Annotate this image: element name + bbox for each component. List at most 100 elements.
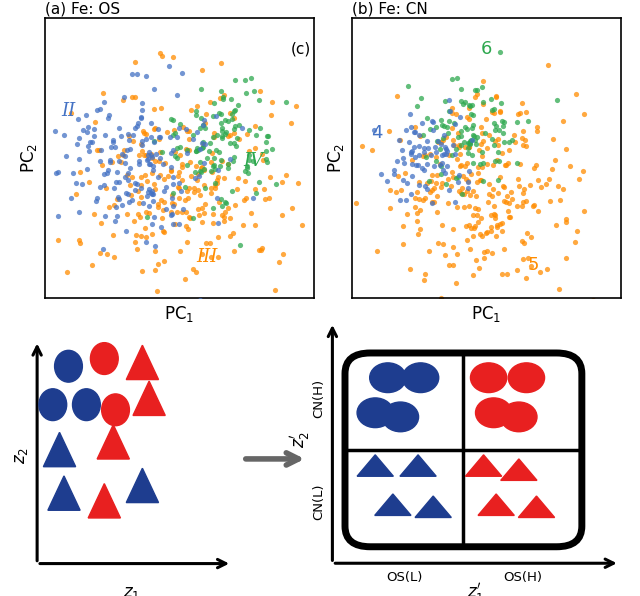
Point xyxy=(197,162,207,172)
Point xyxy=(170,147,180,156)
Point xyxy=(462,187,472,196)
Point xyxy=(414,194,424,204)
Point xyxy=(561,145,572,154)
Point xyxy=(440,142,450,152)
Point xyxy=(52,167,63,177)
Point xyxy=(102,167,112,177)
Point xyxy=(161,182,171,192)
Point xyxy=(464,114,474,123)
Point xyxy=(228,157,239,166)
Point xyxy=(438,166,449,175)
Point xyxy=(468,223,479,232)
Point xyxy=(472,162,483,172)
Point xyxy=(109,200,119,210)
Point xyxy=(478,136,488,145)
Point xyxy=(77,126,88,135)
Point xyxy=(239,195,249,205)
Point xyxy=(65,193,76,203)
Point xyxy=(429,197,439,207)
Point xyxy=(191,176,202,185)
Point xyxy=(82,127,92,136)
Point xyxy=(214,161,225,170)
Point xyxy=(249,86,259,96)
Point xyxy=(424,149,435,159)
Text: 5: 5 xyxy=(527,256,539,274)
Point xyxy=(257,243,268,252)
Point xyxy=(225,154,236,163)
Point xyxy=(419,147,429,157)
Point xyxy=(468,130,478,139)
Point xyxy=(406,159,417,169)
Point xyxy=(504,212,515,221)
Point xyxy=(200,118,211,128)
Point xyxy=(242,129,252,139)
Point xyxy=(212,130,222,139)
Point xyxy=(218,94,228,104)
Point xyxy=(235,241,245,250)
Point xyxy=(103,113,113,123)
Point xyxy=(53,235,63,245)
Point xyxy=(411,160,421,170)
Point xyxy=(476,139,486,149)
Point xyxy=(120,172,130,181)
Point xyxy=(443,128,453,137)
Point xyxy=(109,142,120,152)
Point xyxy=(140,170,150,179)
Point xyxy=(291,101,301,110)
Point xyxy=(431,152,441,162)
Point xyxy=(88,209,99,219)
Point xyxy=(492,222,502,232)
Point xyxy=(202,153,212,163)
Point xyxy=(217,126,227,136)
Point xyxy=(156,147,166,157)
Point xyxy=(153,172,163,182)
Point xyxy=(440,169,451,178)
Point xyxy=(490,156,500,166)
Point xyxy=(414,141,424,150)
Point xyxy=(182,127,193,136)
Point xyxy=(532,123,542,132)
Point xyxy=(166,148,177,158)
Point xyxy=(66,108,76,117)
Point xyxy=(195,191,205,200)
Point xyxy=(123,189,133,198)
Point xyxy=(477,152,487,162)
Point xyxy=(261,136,271,146)
Point xyxy=(493,188,503,198)
Point xyxy=(442,161,452,170)
Point xyxy=(467,135,477,144)
Point xyxy=(241,88,251,98)
Point xyxy=(413,161,424,170)
Point xyxy=(92,145,102,155)
Point xyxy=(159,186,169,195)
Point xyxy=(124,198,134,207)
Point xyxy=(120,188,131,198)
Point xyxy=(94,145,104,155)
Text: III: III xyxy=(196,247,218,266)
Point xyxy=(486,107,497,117)
Point xyxy=(501,160,511,170)
Point xyxy=(286,119,296,128)
Point xyxy=(509,131,520,140)
Point xyxy=(61,268,72,277)
Point xyxy=(255,86,265,96)
Point xyxy=(125,163,136,173)
Point xyxy=(274,257,284,266)
Point xyxy=(451,145,461,154)
Point xyxy=(124,129,134,138)
Point xyxy=(195,157,205,167)
Text: 4: 4 xyxy=(371,125,382,142)
Point xyxy=(458,171,468,181)
Point xyxy=(472,132,483,142)
Point xyxy=(156,195,166,204)
Point xyxy=(168,172,178,182)
Point xyxy=(462,235,472,245)
Point xyxy=(228,138,239,148)
Point xyxy=(419,144,429,153)
Point xyxy=(264,173,275,182)
Point xyxy=(490,210,500,219)
Point xyxy=(136,231,147,241)
Point xyxy=(89,131,99,141)
Point xyxy=(472,169,483,178)
Point xyxy=(502,159,513,168)
